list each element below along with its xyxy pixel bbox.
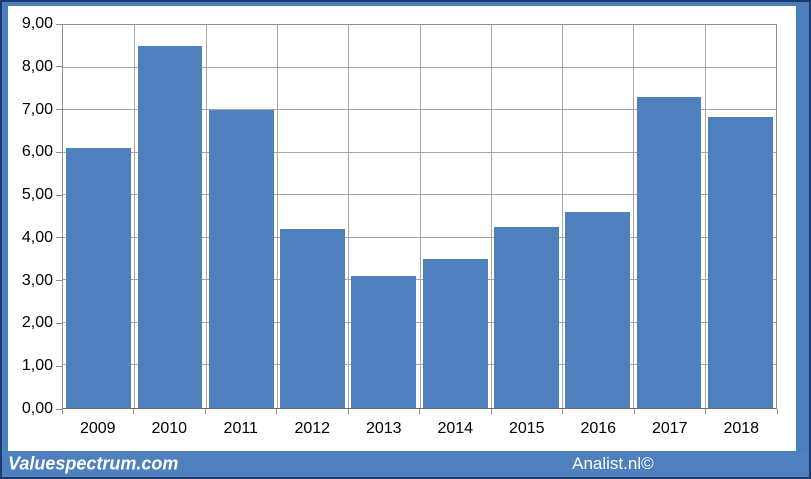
y-axis-tick (56, 322, 62, 324)
gridline-vertical (276, 25, 278, 408)
bar-slot (562, 25, 633, 408)
bar-2014 (422, 259, 488, 408)
y-axis-label: 4,00 (21, 228, 53, 246)
x-axis-label: 2009 (79, 420, 116, 437)
y-axis-label: 5,00 (21, 186, 53, 204)
bar-2018 (707, 116, 773, 408)
bar-2016 (565, 212, 631, 408)
valuespectrum-watermark: Valuespectrum.com (8, 453, 179, 474)
gridline-vertical (562, 25, 564, 408)
gridline-vertical (205, 25, 207, 408)
x-axis-tick (633, 409, 635, 414)
gridline-vertical (419, 25, 421, 408)
gridline-vertical (134, 25, 136, 408)
x-axis-tick (133, 409, 134, 414)
y-axis-label: 2,00 (21, 314, 53, 332)
y-axis-tick (56, 66, 62, 68)
plot-area (62, 24, 777, 409)
y-axis-tick (56, 280, 62, 282)
y-axis-tick (56, 23, 62, 25)
bar-2015 (493, 227, 559, 408)
chart-canvas: 0,00 1,00 2,00 3,00 4,00 5,00 6,00 7,00 8,00 9,00… (8, 6, 796, 453)
bar-slot (491, 25, 562, 408)
bar-2011 (208, 110, 274, 408)
y-axis-label: 1,00 (21, 357, 53, 375)
x-axis-label: 2010 (151, 420, 188, 437)
y-axis-tick (56, 151, 62, 153)
y-axis-tick (56, 365, 62, 367)
x-axis-tick (61, 409, 63, 414)
y-axis-tick (56, 194, 62, 196)
x-axis-tick (419, 409, 420, 414)
y-axis-label: 0,00 (21, 400, 53, 417)
bar-slot (63, 25, 134, 408)
x-axis-tick (562, 409, 563, 414)
x-axis-label: 2014 (437, 420, 474, 437)
x-axis-label: 2015 (508, 420, 545, 437)
bar-slot (206, 25, 277, 408)
x-axis-tick (347, 409, 349, 414)
gridline-vertical (704, 25, 706, 408)
y-axis-tick (56, 109, 62, 111)
gridline-vertical (633, 25, 635, 408)
bar-2017 (636, 97, 702, 408)
x-axis-tick (776, 409, 778, 414)
bar-slot (134, 25, 205, 408)
branding-footer: Valuespectrum.com Analist.nl© (2, 451, 809, 477)
bar-2012 (280, 229, 345, 408)
x-axis-tick (490, 409, 492, 414)
x-axis-labels: 2009 2010 2011 2012 2013 2014 2015 2016 2017 2018 (62, 420, 777, 438)
y-axis-label: 6,00 (21, 143, 53, 161)
bars-container (63, 25, 776, 408)
bar-slot (633, 25, 704, 408)
bar-2009 (66, 148, 132, 408)
bar-2010 (137, 46, 203, 408)
y-axis-tick (56, 237, 62, 239)
x-axis-label: 2012 (294, 420, 331, 437)
bar-2013 (351, 276, 417, 408)
y-axis-label: 9,00 (21, 15, 53, 32)
bar-slot (348, 25, 419, 408)
x-axis-tick (276, 409, 277, 414)
x-axis-label: 2018 (723, 420, 760, 437)
bar-slot (705, 25, 776, 408)
x-axis-label: 2017 (651, 420, 688, 437)
x-axis-label: 2013 (365, 420, 402, 437)
x-axis-label: 2011 (223, 420, 258, 437)
y-axis: 0,00 1,00 2,00 3,00 4,00 5,00 6,00 7,00 8,00 9,00 (8, 15, 62, 417)
x-axis-label: 2016 (580, 420, 617, 437)
y-axis-tick (56, 408, 62, 410)
analist-watermark: Analist.nl© (572, 454, 654, 473)
gridline-vertical (490, 25, 492, 408)
y-axis-label: 7,00 (21, 100, 53, 118)
y-axis-label: 3,00 (21, 271, 53, 289)
x-axis-tick (705, 409, 706, 414)
x-axis-tick (204, 409, 206, 414)
gridline-vertical (348, 25, 350, 408)
bar-slot (419, 25, 490, 408)
y-axis-label: 8,00 (21, 57, 53, 75)
x-axis: 2009 2010 2011 2012 2013 2014 2015 2016 2017 2018 (61, 409, 778, 451)
bar-slot (277, 25, 348, 408)
